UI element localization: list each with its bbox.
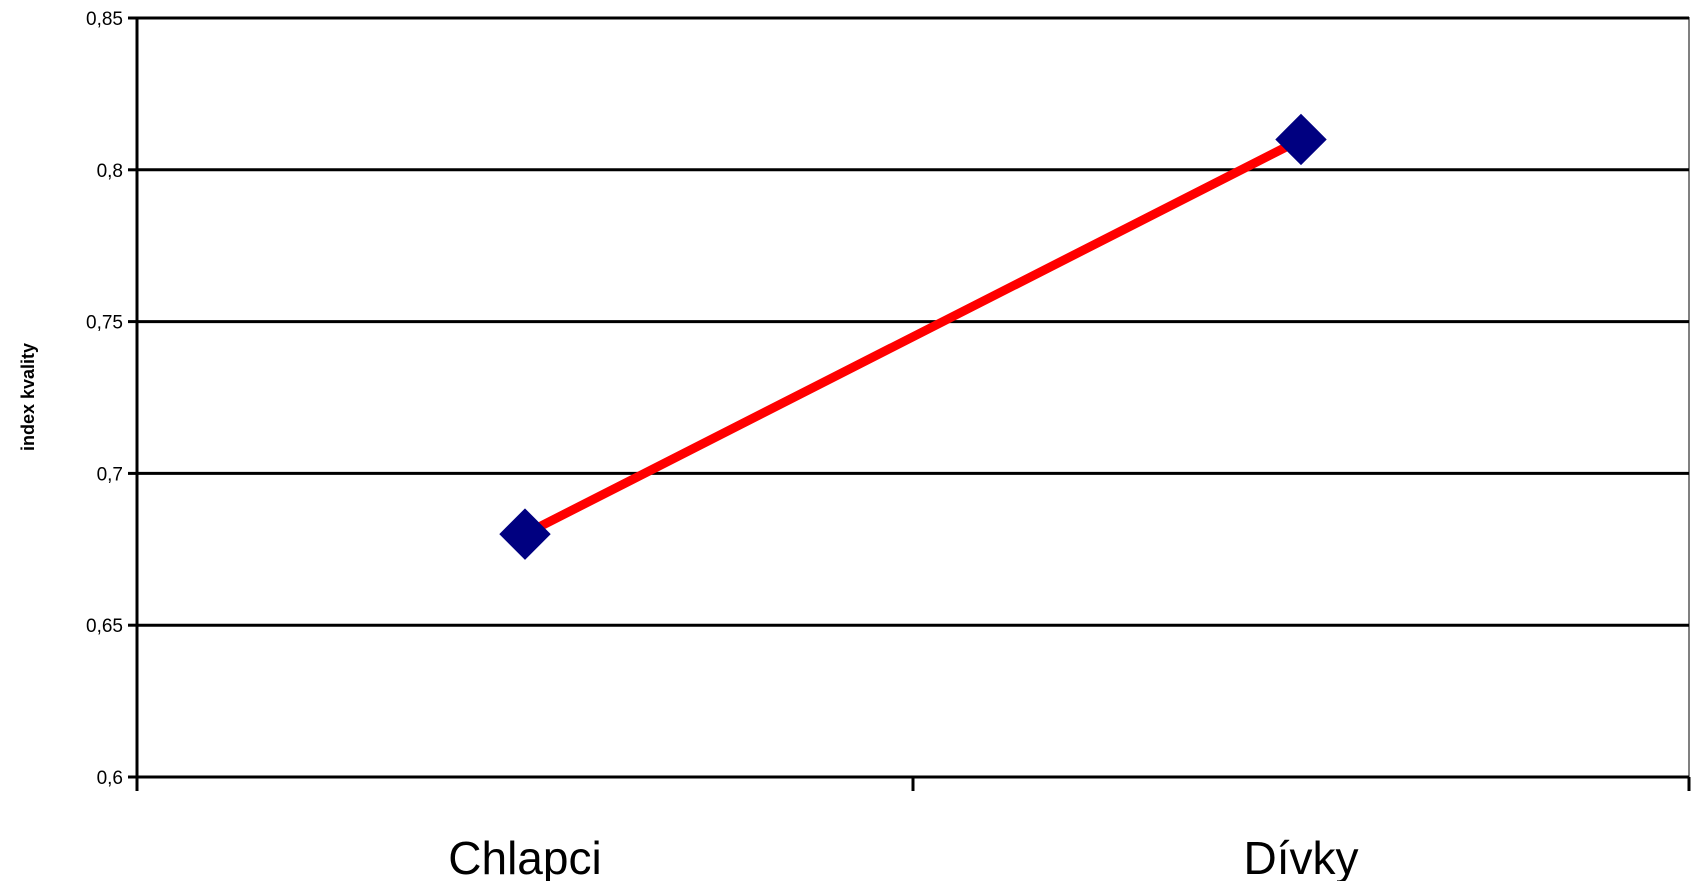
x-ticks: Chlapci Dívky [135, 777, 1691, 881]
y-tick-label: 0,7 [97, 464, 123, 485]
plot-area [136, 17, 1690, 778]
data-point-marker [499, 508, 551, 560]
y-tick-label: 0,8 [97, 161, 123, 182]
data-point-marker [1275, 113, 1327, 166]
gridlines [137, 16, 1689, 627]
y-tick-label: 0,6 [97, 768, 123, 789]
series [499, 113, 1327, 560]
x-tick-label: Chlapci [448, 832, 601, 881]
x-tick-label: Dívky [1244, 832, 1359, 881]
series-line [520, 134, 1306, 539]
y-tick-label: 0,65 [86, 616, 123, 637]
y-tick-label: 0,75 [86, 313, 123, 334]
y-ticks: 0,6 0,65 0,7 0,75 0,8 0,85 [86, 9, 137, 789]
y-tick-label: 0,85 [86, 9, 123, 30]
y-axis-label: index kvality [18, 343, 38, 451]
